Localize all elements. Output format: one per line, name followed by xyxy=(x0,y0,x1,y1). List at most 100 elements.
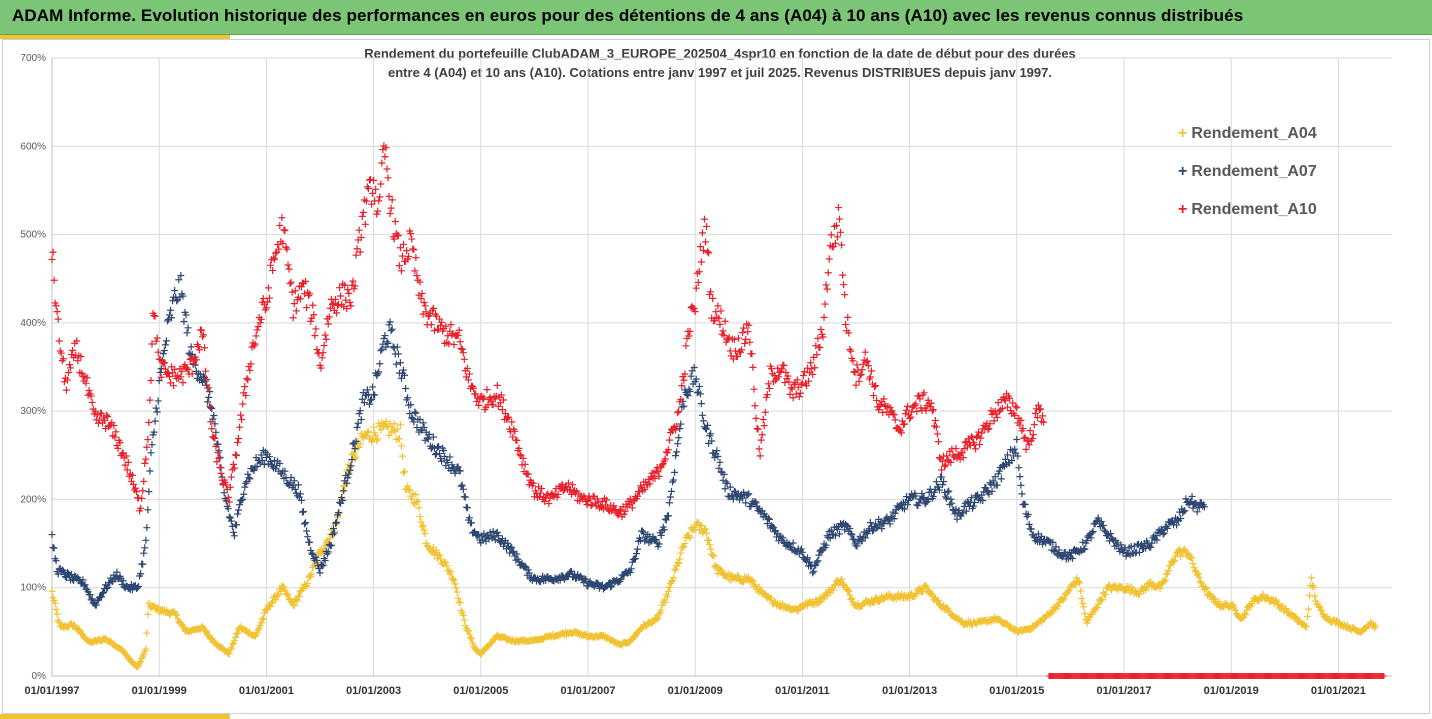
data-point xyxy=(765,384,773,392)
data-point xyxy=(49,248,57,256)
data-point xyxy=(210,411,218,419)
data-point xyxy=(352,453,360,461)
data-point xyxy=(227,473,235,481)
data-point xyxy=(775,373,783,381)
data-point xyxy=(672,426,680,434)
data-point xyxy=(722,478,730,486)
data-point xyxy=(386,210,394,218)
data-point xyxy=(382,343,390,351)
data-point xyxy=(833,233,841,241)
data-point xyxy=(59,355,67,363)
data-point xyxy=(303,527,311,535)
series-rendement-a04 xyxy=(48,417,1380,671)
data-point xyxy=(458,345,466,353)
data-point xyxy=(610,502,618,510)
data-point xyxy=(1026,626,1034,634)
data-point xyxy=(636,488,644,496)
data-point xyxy=(101,416,109,424)
data-point xyxy=(509,433,517,441)
data-point xyxy=(1303,612,1311,620)
data-point xyxy=(74,357,82,365)
data-point xyxy=(377,426,385,434)
data-point xyxy=(506,549,514,557)
data-point xyxy=(363,386,371,394)
data-point xyxy=(237,411,245,419)
data-point xyxy=(348,456,356,464)
data-point xyxy=(185,349,193,357)
data-point xyxy=(742,335,750,343)
data-point xyxy=(943,494,951,502)
data-point xyxy=(627,565,635,573)
data-point xyxy=(416,278,424,286)
data-point xyxy=(830,581,838,589)
data-point xyxy=(202,377,210,385)
data-point xyxy=(1127,583,1135,591)
data-point xyxy=(890,515,898,523)
data-point xyxy=(787,384,795,392)
data-point xyxy=(367,175,375,183)
data-point xyxy=(137,570,145,578)
data-point xyxy=(929,406,937,414)
legend-label-a04: Rendement_A04 xyxy=(1191,125,1317,142)
data-point xyxy=(253,326,261,334)
data-point xyxy=(211,434,219,442)
data-point xyxy=(557,482,565,490)
data-point xyxy=(164,315,172,323)
data-point xyxy=(922,407,930,415)
data-point xyxy=(916,395,924,403)
data-point xyxy=(141,459,149,467)
data-point xyxy=(906,415,914,423)
x-tick-label: 01/01/1997 xyxy=(24,685,79,697)
data-point xyxy=(1053,550,1061,558)
data-point xyxy=(673,422,681,430)
data-point xyxy=(244,470,252,478)
data-point xyxy=(767,594,775,602)
data-point xyxy=(378,345,386,353)
data-point xyxy=(749,577,757,585)
data-point xyxy=(655,610,663,618)
data-point xyxy=(1019,425,1027,433)
data-point xyxy=(367,396,375,404)
data-point xyxy=(309,301,317,309)
data-point xyxy=(235,506,243,514)
data-point xyxy=(278,214,286,222)
data-point xyxy=(351,445,359,453)
data-point xyxy=(55,337,63,345)
data-point xyxy=(178,367,186,375)
data-point xyxy=(353,424,361,432)
data-point xyxy=(241,483,249,491)
data-point xyxy=(1259,590,1267,598)
data-point xyxy=(867,367,875,375)
data-point xyxy=(244,376,252,384)
data-point xyxy=(246,366,254,374)
data-point xyxy=(984,426,992,434)
data-point xyxy=(251,632,259,640)
data-point xyxy=(617,575,625,583)
data-point xyxy=(194,343,202,351)
x-tick-label: 01/01/2009 xyxy=(668,685,723,697)
data-point xyxy=(680,376,688,384)
data-point xyxy=(1081,610,1089,618)
data-point xyxy=(282,243,290,251)
data-point xyxy=(927,399,935,407)
data-point xyxy=(183,364,191,372)
data-point xyxy=(708,437,716,445)
data-point xyxy=(450,576,458,584)
data-point xyxy=(406,410,414,418)
data-point xyxy=(938,473,946,481)
data-point xyxy=(350,449,358,457)
data-point xyxy=(430,444,438,452)
data-point xyxy=(230,637,238,645)
data-point xyxy=(381,153,389,161)
data-point xyxy=(342,296,350,304)
data-point xyxy=(252,332,260,340)
data-point xyxy=(331,295,339,303)
data-point xyxy=(665,583,673,591)
data-point xyxy=(804,364,812,372)
data-point xyxy=(442,322,450,330)
data-point xyxy=(994,399,1002,407)
data-point xyxy=(284,591,292,599)
data-point xyxy=(764,380,772,388)
data-point xyxy=(262,304,270,312)
data-point xyxy=(363,183,371,191)
